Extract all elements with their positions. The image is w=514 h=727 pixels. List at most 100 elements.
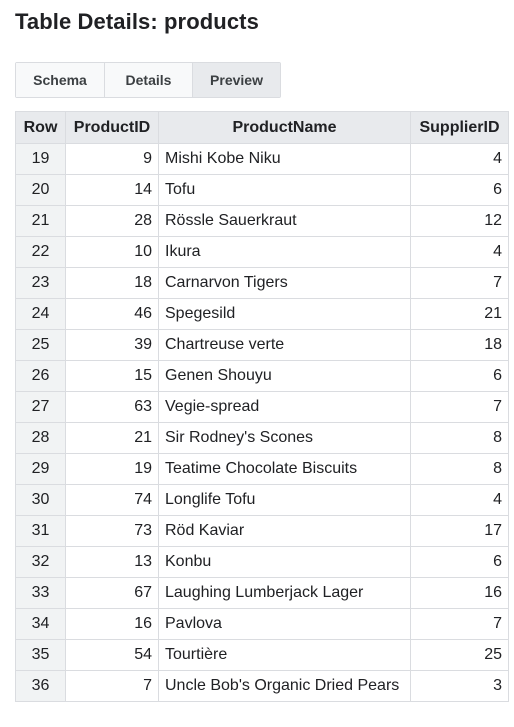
row-number-cell: 35 [15,639,66,671]
product-id-cell: 67 [65,577,159,609]
table-row: 36 7 Uncle Bob's Organic Dried Pears 3 [15,670,509,702]
row-number-cell: 30 [15,484,66,516]
table-row: 28 21 Sir Rodney's Scones 8 [15,422,509,454]
product-name-cell: Teatime Chocolate Biscuits [158,453,411,485]
row-number-cell: 23 [15,267,66,299]
table-row: 19 9 Mishi Kobe Niku 4 [15,143,509,175]
supplier-id-cell: 6 [410,174,509,206]
row-number-cell: 28 [15,422,66,454]
product-name-cell: Laughing Lumberjack Lager [158,577,411,609]
supplier-id-cell: 12 [410,205,509,237]
product-name-cell: Sir Rodney's Scones [158,422,411,454]
table-row: 25 39 Chartreuse verte 18 [15,329,509,361]
supplier-id-cell: 8 [410,453,509,485]
column-header-productid: ProductID [65,111,159,144]
page-title: Table Details: products [15,9,259,34]
product-id-cell: 39 [65,329,159,361]
product-name-cell: Uncle Bob's Organic Dried Pears [158,670,411,702]
supplier-id-cell: 17 [410,515,509,547]
column-header-row: Row [15,111,66,144]
product-id-cell: 16 [65,608,159,640]
product-name-cell: Mishi Kobe Niku [158,143,411,175]
row-number-cell: 32 [15,546,66,578]
row-number-cell: 26 [15,360,66,392]
product-id-cell: 28 [65,205,159,237]
column-header-productname: ProductName [158,111,411,144]
product-id-cell: 74 [65,484,159,516]
row-number-cell: 31 [15,515,66,547]
row-number-cell: 34 [15,608,66,640]
product-id-cell: 10 [65,236,159,268]
table-row: 34 16 Pavlova 7 [15,608,509,640]
row-number-cell: 25 [15,329,66,361]
table-body: 19 9 Mishi Kobe Niku 4 20 14 Tofu 6 21 28 Rössle S… [15,143,509,702]
supplier-id-cell: 7 [410,391,509,423]
supplier-id-cell: 8 [410,422,509,454]
table-row: 33 67 Laughing Lumberjack Lager 16 [15,577,509,609]
product-name-cell: Vegie-spread [158,391,411,423]
supplier-id-cell: 4 [410,143,509,175]
product-id-cell: 54 [65,639,159,671]
row-number-cell: 29 [15,453,66,485]
product-name-cell: Carnarvon Tigers [158,267,411,299]
supplier-id-cell: 6 [410,360,509,392]
product-name-cell: Chartreuse verte [158,329,411,361]
tab-schema[interactable]: Schema [16,63,104,97]
product-name-cell: Tourtière [158,639,411,671]
product-name-cell: Spegesild [158,298,411,330]
row-number-cell: 20 [15,174,66,206]
product-name-cell: Ikura [158,236,411,268]
product-id-cell: 15 [65,360,159,392]
table-row: 26 15 Genen Shouyu 6 [15,360,509,392]
product-id-cell: 18 [65,267,159,299]
column-header-supplierid: SupplierID [410,111,509,144]
supplier-id-cell: 3 [410,670,509,702]
row-number-cell: 19 [15,143,66,175]
product-id-cell: 21 [65,422,159,454]
row-number-cell: 22 [15,236,66,268]
supplier-id-cell: 6 [410,546,509,578]
table-row: 21 28 Rössle Sauerkraut 12 [15,205,509,237]
table-row: 24 46 Spegesild 21 [15,298,509,330]
table-row: 31 73 Röd Kaviar 17 [15,515,509,547]
product-id-cell: 14 [65,174,159,206]
supplier-id-cell: 21 [410,298,509,330]
product-id-cell: 73 [65,515,159,547]
tab-details[interactable]: Details [104,63,192,97]
table-row: 30 74 Longlife Tofu 4 [15,484,509,516]
product-id-cell: 19 [65,453,159,485]
supplier-id-cell: 18 [410,329,509,361]
supplier-id-cell: 25 [410,639,509,671]
product-id-cell: 9 [65,143,159,175]
table-row: 20 14 Tofu 6 [15,174,509,206]
supplier-id-cell: 16 [410,577,509,609]
supplier-id-cell: 7 [410,267,509,299]
preview-table: Row ProductID ProductName SupplierID 19 9… [15,111,509,702]
supplier-id-cell: 4 [410,236,509,268]
product-id-cell: 63 [65,391,159,423]
row-number-cell: 24 [15,298,66,330]
table-row: 27 63 Vegie-spread 7 [15,391,509,423]
table-row: 22 10 Ikura 4 [15,236,509,268]
product-id-cell: 7 [65,670,159,702]
supplier-id-cell: 4 [410,484,509,516]
supplier-id-cell: 7 [410,608,509,640]
table-row: 32 13 Konbu 6 [15,546,509,578]
product-name-cell: Pavlova [158,608,411,640]
tab-bar: Schema Details Preview [15,62,281,98]
product-name-cell: Tofu [158,174,411,206]
product-name-cell: Genen Shouyu [158,360,411,392]
table-row: 23 18 Carnarvon Tigers 7 [15,267,509,299]
product-name-cell: Konbu [158,546,411,578]
product-id-cell: 13 [65,546,159,578]
product-name-cell: Longlife Tofu [158,484,411,516]
row-number-cell: 27 [15,391,66,423]
table-row: 29 19 Teatime Chocolate Biscuits 8 [15,453,509,485]
table-row: 35 54 Tourtière 25 [15,639,509,671]
tab-preview[interactable]: Preview [192,63,280,97]
row-number-cell: 33 [15,577,66,609]
product-id-cell: 46 [65,298,159,330]
row-number-cell: 21 [15,205,66,237]
product-name-cell: Rössle Sauerkraut [158,205,411,237]
row-number-cell: 36 [15,670,66,702]
